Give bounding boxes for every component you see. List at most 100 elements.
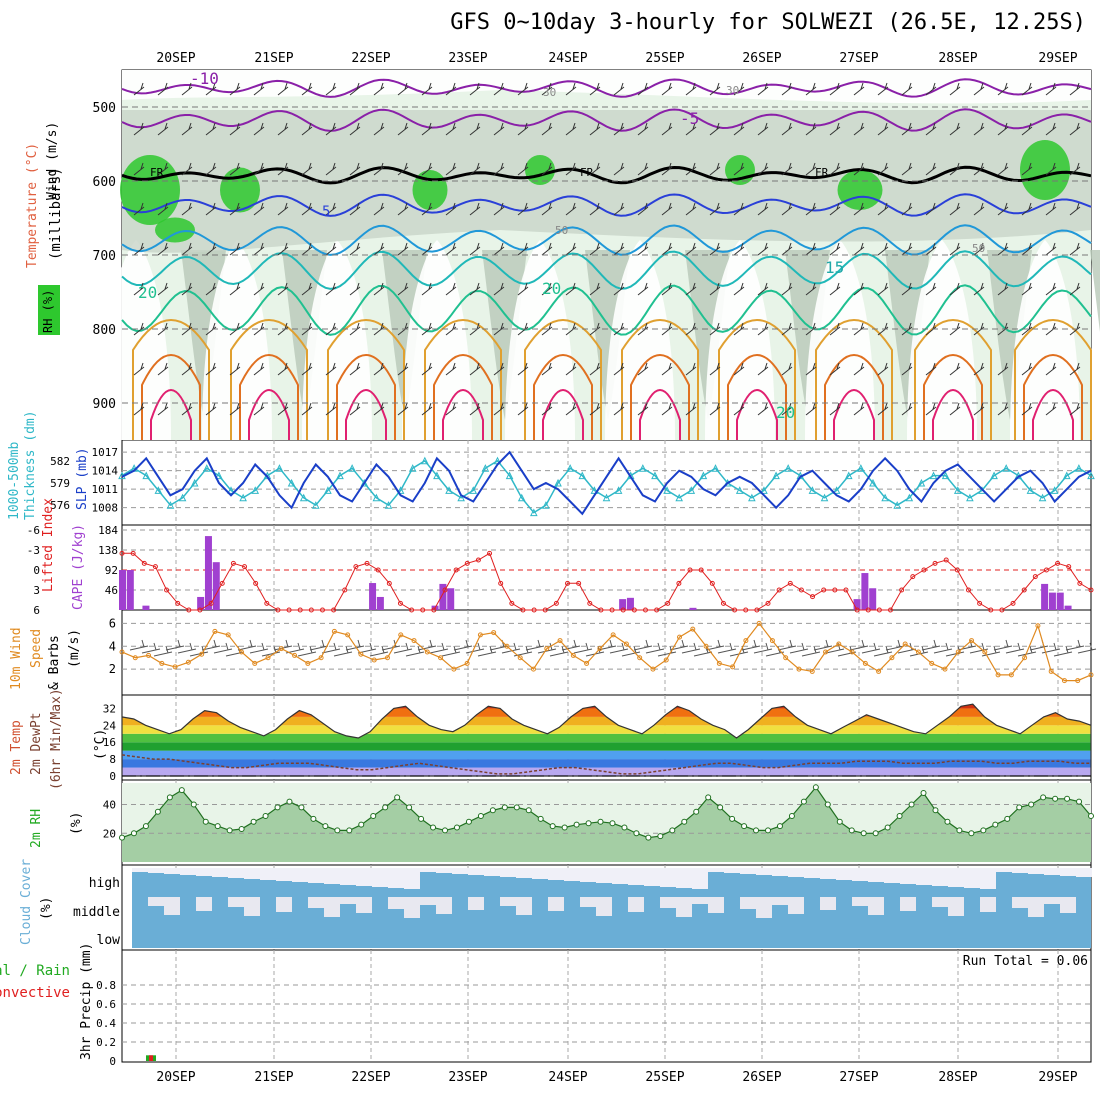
wind-barb (637, 162, 649, 176)
wind-barb (901, 282, 913, 296)
lifted-index-point (219, 580, 225, 586)
temp-contour-warm-arc (132, 319, 210, 440)
date-label-bottom: 28SEP (938, 1070, 977, 1085)
wind-barb (133, 202, 145, 216)
surface-wind-barb (525, 639, 545, 651)
temp-band (122, 750, 1091, 760)
surface-wind-barb (297, 645, 317, 657)
wind-barb (469, 362, 481, 376)
wind-speed-point (610, 632, 616, 638)
rh-point (836, 818, 843, 825)
cape-bar (861, 573, 869, 610)
rh-point (489, 807, 496, 814)
temp-contour-warm-arc (345, 389, 387, 440)
wind-barb (133, 282, 145, 296)
wind-speed-point (491, 630, 497, 636)
cape-bar (439, 583, 447, 610)
wind-barb (589, 242, 601, 256)
date-label-top: 28SEP (938, 51, 977, 66)
cloud-mid-gap (356, 897, 372, 913)
contour-label: 20 (776, 403, 795, 422)
thickness-point (142, 471, 151, 480)
wind-barb (685, 242, 697, 256)
wind-barb (325, 362, 337, 376)
wind-barb (181, 322, 193, 336)
cloud-mid-gap (740, 897, 756, 909)
lifted-index-point (308, 607, 314, 613)
lifted-index-point (642, 607, 648, 613)
wind-barb (301, 282, 313, 296)
wind-barb (397, 242, 409, 256)
wind-speed-point (119, 649, 125, 655)
thickness-point (166, 501, 175, 509)
wind-barb (901, 122, 913, 136)
rh-point (776, 823, 783, 830)
lifted-index-point (542, 607, 548, 613)
rh-point (537, 815, 544, 822)
rh-point (824, 801, 831, 808)
thickness-point (1087, 471, 1095, 480)
contour-label: -10 (190, 69, 219, 88)
wind-barb (973, 82, 985, 96)
wind-barb (781, 322, 793, 336)
wind-barb (493, 362, 505, 376)
date-label-bottom: 26SEP (742, 1070, 781, 1085)
wind-speed-point (703, 643, 709, 649)
cloud-high-gap (340, 868, 356, 885)
cape-bar (689, 607, 697, 610)
rh-tick-label: 20 (103, 827, 116, 840)
cloud-high-gap (1028, 868, 1044, 874)
wind-barb (301, 322, 313, 336)
contour-label: 20 (138, 283, 157, 302)
wind-barb (445, 202, 457, 216)
surface-wind-barb (453, 639, 473, 651)
lifted-index-point (665, 600, 671, 606)
surface-wind-barb (741, 639, 761, 651)
lifted-index-point (264, 600, 270, 606)
rh-point (681, 818, 688, 825)
lifted-index-point (175, 600, 181, 606)
lifted-index-point (1066, 564, 1072, 570)
wind-barb (661, 122, 673, 136)
wind-barb (469, 122, 481, 136)
wind-barb (325, 162, 337, 176)
cape-bar (142, 605, 150, 610)
wind-barb (661, 202, 673, 216)
rh-point (154, 808, 161, 815)
wind-barb (925, 242, 937, 256)
wind-barb (661, 282, 673, 296)
wind-barb (325, 202, 337, 216)
cloud-mid-gap (420, 897, 436, 905)
contour-label: 20 (542, 279, 561, 298)
wind-barb (1069, 282, 1081, 296)
thickness-point (966, 493, 974, 502)
cloud-level-label: middle (73, 905, 120, 920)
cloud-high-gap (212, 868, 228, 877)
wind-barb (1069, 322, 1081, 336)
wind-barb (493, 242, 505, 256)
thickness-point (1038, 493, 1047, 502)
wind-speed-point (424, 649, 430, 655)
surface-wind-barb (381, 639, 401, 651)
wind-speed-point (451, 666, 457, 672)
wind-barb (157, 282, 169, 296)
lifted-index-point (420, 607, 426, 613)
wind-barb (397, 162, 409, 176)
wind-barb (589, 282, 601, 296)
rh-point (286, 798, 293, 805)
rh-point (238, 825, 245, 832)
wind-barb (757, 82, 769, 96)
wind-barb (421, 122, 433, 136)
legend-cloud-cover: Cloud Cover (19, 859, 34, 945)
legend-wind-speed: Speed (29, 629, 44, 668)
rh-point (1028, 801, 1035, 808)
wind-speed-point (823, 649, 829, 655)
wind-barb (253, 322, 265, 336)
wind-barb (589, 322, 601, 336)
surface-wind-barb (417, 639, 437, 651)
wind-tick-label: 4 (109, 639, 116, 653)
cape-tick-label: 184 (98, 524, 118, 537)
wind-barb (277, 282, 289, 296)
rh-point (382, 804, 389, 811)
wind-barb (397, 282, 409, 296)
